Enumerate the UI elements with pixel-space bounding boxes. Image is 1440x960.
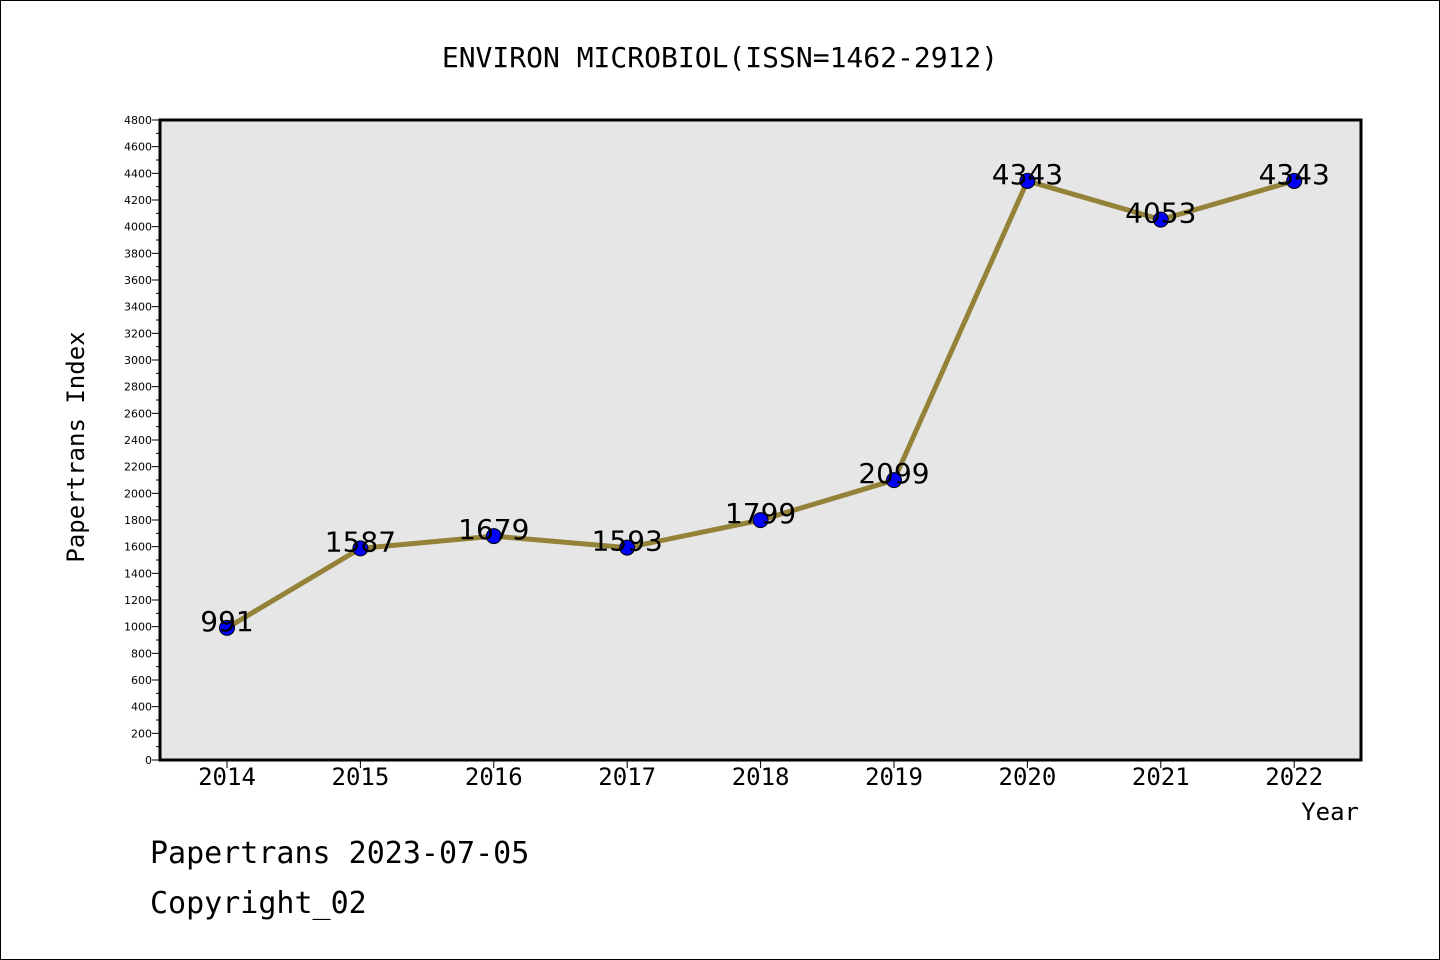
y-tick-label: 800	[131, 647, 152, 660]
data-label: 4343	[1259, 158, 1330, 191]
x-tick-label: 2015	[332, 763, 390, 791]
data-point	[619, 539, 636, 556]
footer-copyright: Copyright_02	[150, 886, 367, 921]
data-point	[1286, 172, 1303, 189]
y-tick-label: 3400	[124, 301, 152, 314]
data-point	[886, 472, 902, 489]
data-point	[485, 528, 502, 545]
data-label: 1799	[725, 497, 796, 530]
y-tick-label: 1800	[124, 514, 152, 527]
data-label: 2099	[858, 457, 929, 490]
data-point	[1152, 211, 1169, 228]
y-tick-label: 3200	[124, 327, 152, 340]
y-tick-label: 1600	[124, 541, 152, 554]
x-axis-label: Year	[1301, 798, 1359, 826]
x-tick-label: 2021	[1132, 763, 1190, 791]
chart-title: ENVIRON MICROBIOL(ISSN=1462-2912)	[442, 41, 998, 74]
series-group	[219, 172, 1303, 636]
x-tick-label: 2014	[198, 763, 256, 791]
y-tick-label: 1400	[124, 567, 152, 580]
y-axis-label: Papertrans Index	[62, 331, 90, 562]
data-label: 991	[200, 605, 253, 638]
y-tick-label: 2400	[124, 434, 152, 447]
y-tick-label: 2200	[124, 461, 152, 474]
y-tick-label: 4800	[124, 114, 152, 127]
x-tick-label: 2022	[1265, 763, 1323, 791]
x-tick-label: 2019	[865, 763, 923, 791]
x-axis: 2014 2015 2016 2017 2018 2019 2020 2021 2022	[198, 760, 1323, 791]
y-tick-label: 2000	[124, 487, 152, 500]
data-label: 1679	[458, 513, 529, 546]
y-tick-label: 0	[145, 754, 152, 767]
y-tick-label: 2600	[124, 407, 152, 420]
y-tick-label: 1000	[124, 621, 152, 634]
y-tick-label: 3600	[124, 274, 152, 287]
x-tick-label: 2020	[999, 763, 1057, 791]
data-label: 4343	[992, 158, 1063, 191]
x-tick-label: 2017	[598, 763, 656, 791]
x-tick-label: 2018	[732, 763, 790, 791]
y-tick-label: 3800	[124, 247, 152, 260]
x-tick-label: 2016	[465, 763, 523, 791]
data-point	[752, 512, 769, 529]
data-point	[352, 540, 369, 557]
y-tick-label: 400	[131, 701, 152, 714]
y-tick-label: 600	[131, 674, 152, 687]
data-labels-group: 991 1587 1679 1593 1799 2099 4343 4053 4343	[200, 158, 1330, 638]
data-label: 1587	[325, 525, 396, 558]
data-label: 1593	[592, 525, 663, 558]
y-axis: 0 200 400 600 800 1000 1200 1400 1600 1800 2000 220…	[124, 114, 160, 767]
data-point	[1019, 172, 1036, 189]
data-label: 4053	[1125, 197, 1196, 230]
y-tick-label: 4400	[124, 167, 152, 180]
y-tick-label: 3000	[124, 354, 152, 367]
y-tick-label: 200	[131, 727, 152, 740]
y-tick-label: 1200	[124, 594, 152, 607]
y-tick-label: 4000	[124, 221, 152, 234]
y-tick-label: 4600	[124, 141, 152, 154]
data-point	[219, 619, 235, 636]
y-tick-label: 4200	[124, 194, 152, 207]
y-tick-label: 2800	[124, 381, 152, 394]
footer-date: Papertrans 2023-07-05	[150, 836, 529, 871]
